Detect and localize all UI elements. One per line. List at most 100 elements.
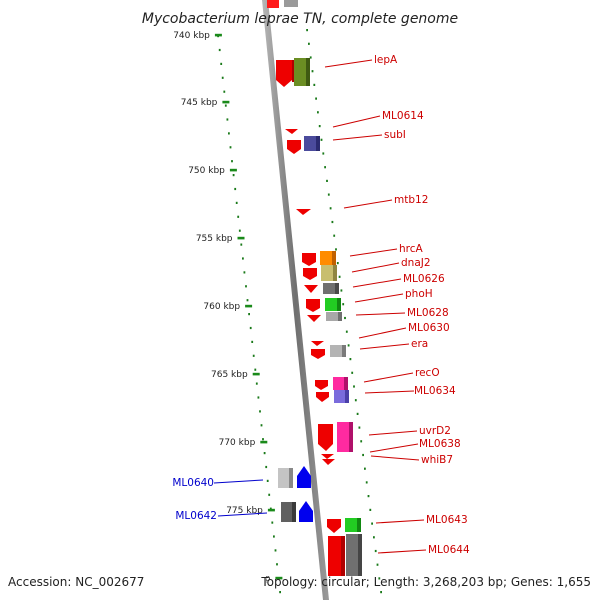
ruler-dot-left [238,229,241,232]
kbp-tick [229,168,237,172]
ruler-dot-left [257,396,260,399]
ruler-dot-left [259,410,261,413]
ruler-dot-right [345,330,348,333]
ruler-dot-left [228,132,230,135]
accession-text: Accession: NC_002677 [8,575,144,589]
gene-label[interactable]: uvrD2 [419,425,451,437]
kbp-label: 765 kbp [211,370,248,380]
gene-whiB7-block [322,459,335,465]
gene-lepA-block [276,58,310,87]
gene-mtb12-block [296,209,311,215]
kbp-tick [260,440,268,444]
gene-label[interactable]: ML0634 [414,385,456,397]
ruler-dot-right [356,412,359,415]
gene-dnaJ2-block [303,265,337,281]
ruler-dot-right [354,399,357,402]
ruler-dot-right [376,563,379,566]
ruler-dot-right [313,83,316,86]
gene-label[interactable]: era [411,338,428,350]
gene-label[interactable]: ML0640 [172,477,214,489]
gene-label[interactable]: ML0642 [175,510,217,522]
ruler-dot-left [245,285,247,288]
map-title: Mycobacterium leprae TN, complete genome [142,11,458,27]
kbp-tick [275,576,283,580]
footer: Accession: NC_002677 Topology: circular;… [8,570,591,589]
gene-label[interactable]: recO [415,367,440,379]
ruler-dot-right [331,220,334,224]
ruler-dot-left [251,340,254,343]
ruler-dot-right [347,344,350,347]
ruler-dot-right [308,42,310,45]
gene-label[interactable]: mtb12 [394,194,428,206]
ruler-dot-left [269,507,272,510]
gene-label[interactable]: ML0628 [407,307,449,319]
ruler-dot-left [268,493,271,496]
ruler-dot-left [218,48,221,52]
gene-label[interactable]: ML0614 [382,110,424,122]
ruler-dot-right [342,303,345,306]
gene-label[interactable]: ML0638 [419,438,461,450]
gene-label[interactable]: ML0644 [428,544,470,556]
ruler-dot-right [353,385,355,388]
ruler-dot-left [221,76,224,79]
ruler-dot-right [362,453,364,457]
ruler-dot-right [322,152,325,155]
ruler-dot-left [252,354,255,357]
ruler-dot-right [369,508,372,511]
gene-label[interactable]: subI [384,129,406,141]
ruler-dot-left [237,215,240,218]
gene-label[interactable]: whiB7 [421,454,453,466]
ruler-dot-right [333,234,336,237]
ruler-dot-right [360,440,363,443]
gene-recO-block [315,377,348,390]
ruler-dot-right [317,111,319,114]
ruler-dot-right [351,371,354,374]
gene-label[interactable]: ML0626 [403,273,445,285]
ruler-dot-right [349,358,352,361]
ruler-dot-right [373,536,375,539]
kbp-label: 770 kbp [219,438,256,448]
gene-ML0614-block [285,129,298,134]
ruler-dot-right [364,467,366,470]
ruler-dot-right [358,426,361,429]
ruler-dot-left [279,591,281,594]
ruler-dot-right [318,125,321,128]
gene-labels: lepA ML0614 subI mtb12 hrcA dnaJ2 ML0626… [172,54,470,556]
gene-label[interactable]: ML0643 [426,514,468,526]
ruler-dot-left [260,424,263,427]
ruler-dot-right [326,179,328,182]
gene-label[interactable]: dnaJ2 [401,257,431,269]
gene-hrcA-block [302,251,336,266]
ruler-dot-left [274,549,277,552]
ruler-dot-left [271,521,274,524]
ruler-dot-left [265,465,268,469]
ruler-dot-right [315,97,317,100]
ruler-dot-right [380,591,382,594]
top-clipped-features [267,0,298,8]
kbp-tick [237,236,245,240]
gene-label[interactable]: ML0630 [408,322,450,334]
ruler-dot-left [242,257,244,260]
gene-label[interactable]: hrcA [399,243,424,255]
gene-phoH-block [306,298,341,312]
kbp-tick [252,372,260,376]
ruler-dot-left [263,452,266,455]
gene-ML0630-block [311,341,324,346]
kbp-tick [214,33,222,37]
ruler-dot-right [365,481,368,484]
gene-label[interactable]: phoH [405,288,433,300]
ruler-dot-left [262,438,264,441]
ruler-dotted-lines [217,29,382,594]
gene-subI-block [287,136,320,154]
ruler-dot-left [248,313,250,316]
ruler-dot-right [320,138,323,141]
ruler-dot-left [226,118,229,121]
topology-text: Topology: circular; Length: 3,268,203 bp… [260,575,591,589]
gene-label[interactable]: lepA [374,54,398,66]
ruler-dot-left [224,104,227,107]
kbp-scale: 740 kbp 745 kbp 750 kbp 755 kbp 760 kbp 765 k… [173,31,283,584]
gene-features [276,58,362,576]
ruler-dot-right [335,248,337,251]
gene-ML0628-block [307,312,342,322]
